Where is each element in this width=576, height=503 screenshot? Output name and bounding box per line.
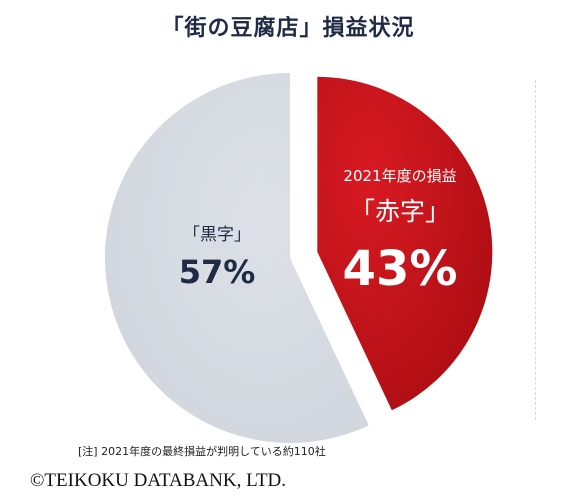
- slice-label-deficit: 「赤字」: [350, 197, 450, 226]
- slice-value-deficit: 43%: [343, 241, 458, 297]
- slice-label-surplus: 「黒字」: [183, 225, 251, 245]
- pie-slice-surplus: [105, 73, 369, 443]
- crop-guide-line: [535, 80, 536, 420]
- footnote: [注] 2021年度の最終損益が判明している約110社: [78, 445, 326, 458]
- pie-slice-deficit: [317, 76, 493, 411]
- chart-title: 「街の豆腐店」損益状況: [161, 16, 415, 41]
- slice-value-surplus: 57%: [179, 253, 256, 291]
- slice-header-deficit: 2021年度の損益: [343, 167, 456, 185]
- copyright: ©TEIKOKU DATABANK, LTD.: [30, 470, 287, 491]
